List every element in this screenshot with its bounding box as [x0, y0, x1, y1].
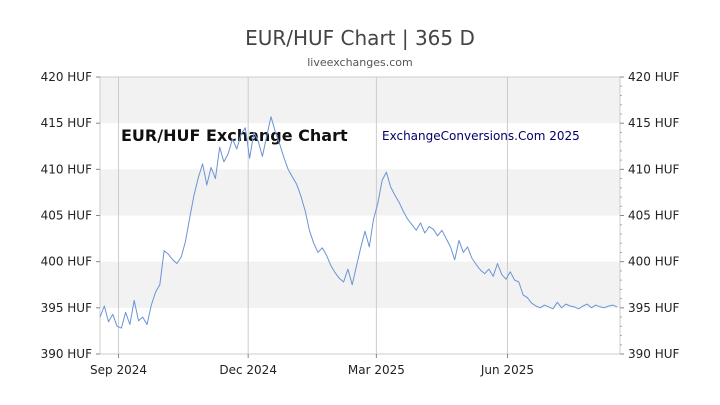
y-tick-label-right: 415 HUF	[628, 116, 680, 130]
chart-subtitle: liveexchanges.com	[307, 56, 413, 69]
y-tick-label-left: 405 HUF	[41, 209, 93, 223]
y-tick-label-right: 420 HUF	[628, 70, 680, 84]
y-tick-label-left: 390 HUF	[41, 347, 93, 361]
y-tick-label-left: 400 HUF	[41, 255, 93, 269]
axes: 390 HUF 390 HUF 395 HUF 395 HUF 400 HUF 400 H…	[41, 70, 680, 377]
plot-bands	[100, 77, 620, 308]
y-tick-label-right: 395 HUF	[628, 301, 680, 315]
y-tick-label-left: 420 HUF	[41, 70, 93, 84]
y-tick-label-left: 415 HUF	[41, 116, 93, 130]
series-line	[99, 116, 618, 329]
y-tick-label-right: 405 HUF	[628, 209, 680, 223]
plot-band	[100, 169, 620, 216]
x-tick-label: Mar 2025	[348, 363, 405, 377]
y-tick-label-left: 395 HUF	[41, 301, 93, 315]
plot-band	[100, 77, 620, 124]
series-lines	[99, 116, 618, 329]
x-tick-label: Jun 2025	[480, 363, 534, 377]
chart-title: EUR/HUF Chart | 365 D	[245, 26, 475, 50]
plot-band	[100, 261, 620, 308]
grid-lines	[118, 77, 508, 354]
watermarks: EUR/HUF Exchange Chart ExchangeConversio…	[121, 126, 580, 145]
x-tick-label: Dec 2024	[219, 363, 277, 377]
y-tick-label-right: 390 HUF	[628, 347, 680, 361]
watermark-right: ExchangeConversions.Com 2025	[382, 129, 580, 143]
y-tick-label-right: 410 HUF	[628, 162, 680, 176]
x-tick-label: Sep 2024	[90, 363, 147, 377]
watermark-left: EUR/HUF Exchange Chart	[121, 126, 348, 145]
y-tick-label-right: 400 HUF	[628, 255, 680, 269]
y-tick-label-left: 410 HUF	[41, 162, 93, 176]
